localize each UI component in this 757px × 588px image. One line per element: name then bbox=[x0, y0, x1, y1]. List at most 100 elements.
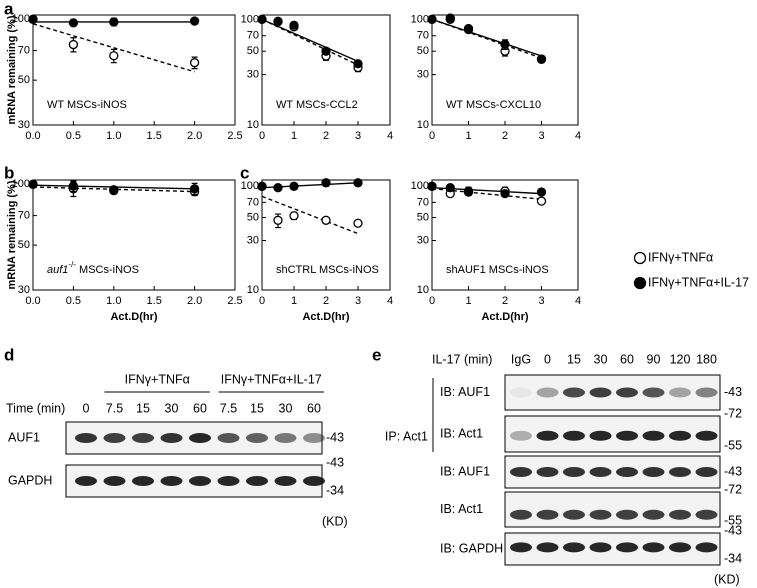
x-tick-label: 2 bbox=[502, 295, 508, 307]
band bbox=[695, 387, 718, 398]
band bbox=[589, 467, 612, 477]
row-label: IB: GAPDH bbox=[440, 541, 503, 555]
y-tick-label: 30 bbox=[247, 69, 259, 81]
y-tick-label: 70 bbox=[18, 45, 30, 57]
band bbox=[616, 509, 638, 520]
band bbox=[616, 387, 638, 398]
x-tick-label: 2 bbox=[323, 295, 329, 307]
data-point bbox=[463, 23, 474, 34]
x-tick-label: 4 bbox=[575, 130, 581, 142]
data-point bbox=[500, 188, 510, 199]
band bbox=[510, 430, 532, 441]
mw-marker: -55 bbox=[724, 438, 742, 452]
unit-label: (KD) bbox=[714, 572, 740, 586]
band bbox=[510, 387, 532, 398]
x-tick-label: 0 bbox=[429, 130, 435, 142]
y-tick-label: 70 bbox=[417, 30, 429, 42]
row-label: GAPDH bbox=[8, 473, 52, 487]
annotation: shCTRL MSCs-iNOS bbox=[276, 264, 379, 276]
mw-marker: -72 bbox=[724, 482, 742, 496]
x-tick-label: 0 bbox=[429, 295, 435, 307]
band bbox=[563, 509, 585, 520]
group-label: IFNγ+TNFα+IL-17 bbox=[221, 372, 322, 386]
y-tick-label: 100 bbox=[241, 180, 259, 192]
y-tick-label: 100 bbox=[411, 180, 429, 192]
data-point bbox=[109, 51, 119, 61]
lane-label: 15 bbox=[136, 401, 150, 415]
x-tick-label: 3 bbox=[355, 130, 361, 142]
data-point bbox=[321, 178, 331, 188]
lane-label: 30 bbox=[279, 401, 293, 415]
x-tick-label: 0.0 bbox=[25, 295, 40, 307]
band bbox=[75, 433, 97, 443]
x-tick-label: 1.5 bbox=[147, 130, 162, 142]
band bbox=[536, 467, 559, 477]
band bbox=[103, 433, 126, 443]
lane-label: 0 bbox=[544, 352, 551, 366]
data-point bbox=[353, 218, 363, 228]
band bbox=[642, 430, 665, 441]
data-point bbox=[353, 178, 363, 188]
panel-label: a bbox=[4, 0, 14, 18]
data-point bbox=[68, 39, 79, 50]
fit-line bbox=[431, 18, 542, 57]
y-axis-label: mRNA remaining (%) bbox=[6, 15, 18, 124]
data-point bbox=[189, 184, 200, 194]
band bbox=[132, 433, 154, 443]
x-tick-label: 2.5 bbox=[227, 295, 242, 307]
y-tick-label: 30 bbox=[417, 69, 429, 81]
data-point bbox=[189, 16, 200, 26]
ip-label: IP: Act1 bbox=[385, 429, 428, 443]
mw-marker: -43 bbox=[724, 523, 742, 537]
data-point bbox=[257, 14, 267, 25]
band bbox=[189, 476, 211, 486]
band bbox=[303, 476, 325, 486]
band bbox=[642, 467, 665, 477]
x-tick-label: 2 bbox=[323, 130, 329, 142]
lane-label: 15 bbox=[250, 401, 264, 415]
time-label: Time (min) bbox=[6, 401, 65, 415]
band bbox=[160, 476, 183, 486]
x-axis-label: Act.D(hr) bbox=[110, 311, 157, 323]
data-point bbox=[536, 196, 547, 206]
mw-marker: -43 bbox=[724, 385, 742, 399]
legend-label: IFNγ+TNFα+IL-17 bbox=[648, 275, 749, 289]
band bbox=[616, 542, 638, 553]
x-tick-label: 1 bbox=[465, 295, 471, 307]
band bbox=[274, 433, 297, 443]
band bbox=[563, 387, 585, 398]
lane-label: 120 bbox=[670, 352, 691, 366]
mw-marker: -43 bbox=[724, 464, 742, 478]
x-tick-label: 3 bbox=[538, 295, 544, 307]
row-label: AUF1 bbox=[8, 430, 40, 444]
panel-label: b bbox=[4, 163, 14, 182]
y-tick-label: 100 bbox=[241, 13, 259, 25]
fit-line bbox=[431, 187, 542, 200]
data-point bbox=[273, 215, 283, 225]
data-point bbox=[68, 181, 79, 191]
y-tick-label: 10 bbox=[247, 119, 259, 131]
data-point bbox=[353, 59, 363, 69]
x-tick-label: 1.0 bbox=[106, 295, 121, 307]
band bbox=[75, 476, 97, 486]
data-point bbox=[109, 17, 119, 27]
band bbox=[536, 387, 559, 398]
blot bbox=[504, 491, 721, 528]
band bbox=[536, 509, 559, 520]
band bbox=[669, 387, 691, 398]
band bbox=[510, 467, 532, 477]
band bbox=[274, 476, 297, 486]
y-tick-label: 50 bbox=[417, 211, 429, 223]
legend-marker bbox=[633, 276, 647, 290]
x-tick-label: 2.0 bbox=[187, 130, 202, 142]
band bbox=[103, 476, 126, 486]
band bbox=[510, 542, 532, 553]
y-tick-label: 70 bbox=[18, 210, 30, 222]
y-tick-label: 50 bbox=[247, 45, 259, 57]
lane-label: 30 bbox=[165, 401, 179, 415]
x-tick-label: 1.0 bbox=[106, 130, 121, 142]
plot-frame bbox=[32, 14, 236, 126]
x-tick-label: 1.5 bbox=[147, 295, 162, 307]
data-point bbox=[463, 186, 474, 196]
